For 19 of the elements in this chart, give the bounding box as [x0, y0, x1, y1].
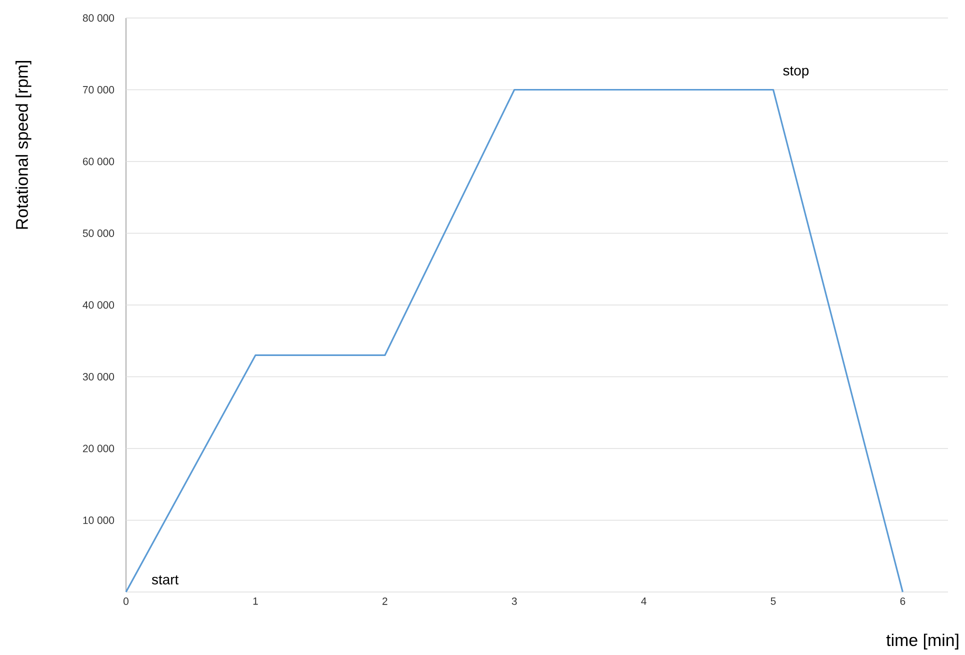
x-tick-label: 1: [253, 598, 258, 605]
y-tick-label: 80 000: [82, 14, 114, 22]
x-axis-title: time [min]: [886, 634, 958, 650]
y-axis-title: Rotational speed [rpm]: [16, 61, 32, 229]
y-tick-label: 50 000: [82, 230, 114, 237]
x-tick-label: 0: [124, 598, 128, 605]
x-tick-label: 3: [512, 598, 517, 605]
y-tick-label: 20 000: [83, 444, 114, 452]
x-tick-label: 5: [770, 598, 776, 605]
x-tick-label: 2: [382, 598, 388, 605]
annotation: start: [152, 575, 179, 584]
x-tick-label: 4: [641, 598, 646, 605]
x-tick-label: 6: [900, 598, 906, 605]
y-tick-label: 30 000: [82, 373, 114, 380]
y-tick-label: 70 000: [83, 86, 114, 94]
y-tick-label: 60 000: [83, 158, 114, 166]
y-tick-label: 10 000: [83, 516, 114, 524]
annotation: stop: [783, 66, 809, 78]
y-tick-label: 40 000: [82, 301, 114, 309]
